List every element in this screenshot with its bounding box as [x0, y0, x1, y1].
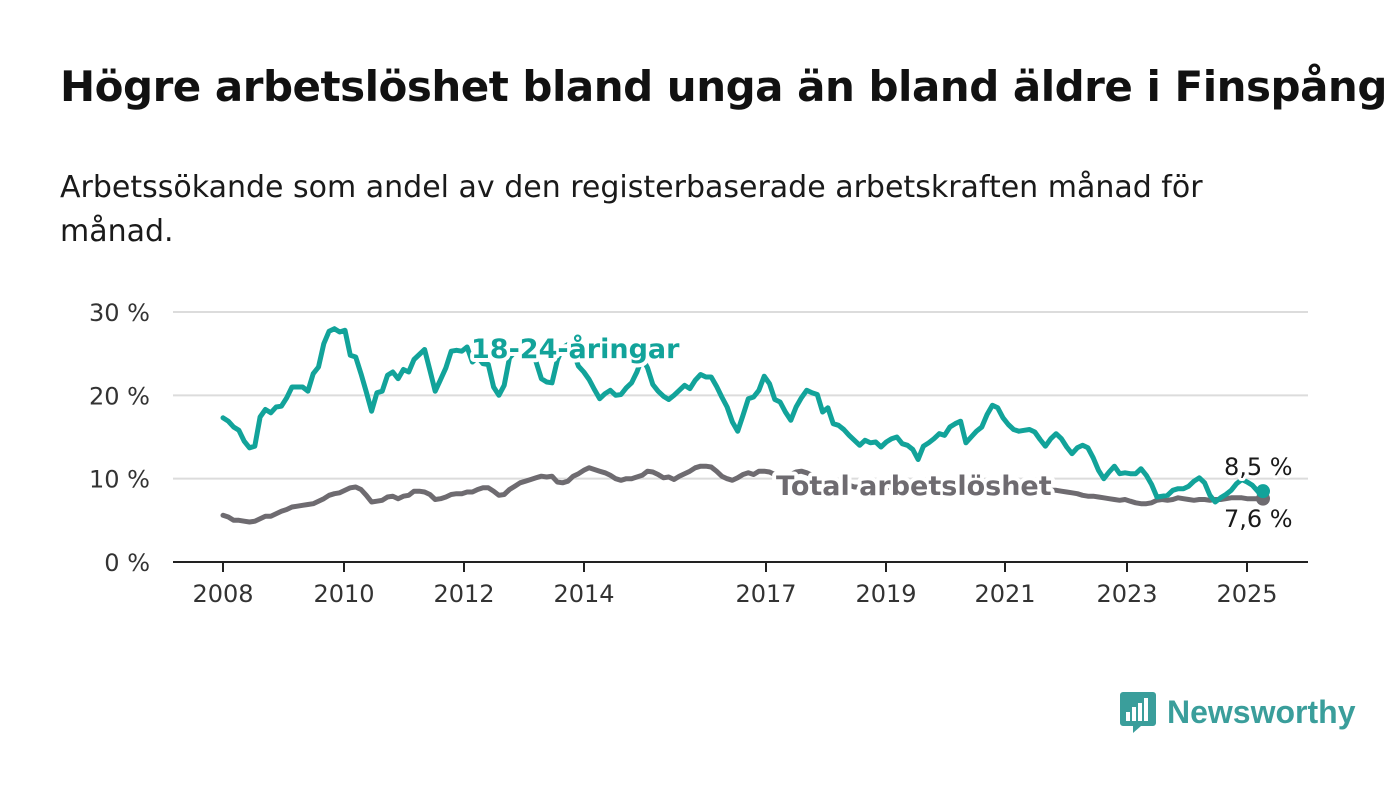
x-tick-label: 2023: [1096, 580, 1157, 608]
y-tick-label: 30 %: [89, 299, 150, 327]
chart-subtitle: Arbetssökande som andel av den registerb…: [60, 170, 1203, 249]
x-tick-label: 2012: [433, 580, 494, 608]
x-tick-label: 2010: [313, 580, 374, 608]
brand-name: Newsworthy: [1167, 693, 1356, 730]
x-tick-label: 2014: [553, 580, 614, 608]
x-tick-label: 2021: [974, 580, 1035, 608]
x-tick-label: 2019: [855, 580, 916, 608]
y-tick-label: 20 %: [89, 382, 150, 410]
end-label-total: 7,6 %: [1224, 505, 1293, 533]
x-axis: 2008 2010 2012 2014 2017 2019 2021 2023 2025: [192, 562, 1278, 608]
series-end-point: [1256, 484, 1270, 499]
y-axis: 0 % 10 % 20 % 30 %: [89, 299, 1308, 577]
newsworthy-chart-bubble-icon: [1120, 692, 1156, 733]
chart-title: Högre arbetslöshet bland unga än bland ä…: [60, 62, 1387, 111]
series-lines: [220, 326, 1270, 525]
series-label-total: Total arbetslöshet: [776, 471, 1052, 502]
series-line-total: [220, 463, 1266, 525]
series-line-youth: [220, 326, 1266, 505]
series-label-youth: 18-24-åringar: [471, 333, 680, 365]
x-tick-label: 2017: [735, 580, 796, 608]
y-tick-label: 0 %: [104, 549, 150, 577]
end-label-youth: 8,5 %: [1224, 453, 1293, 481]
x-tick-label: 2025: [1216, 580, 1277, 608]
series-labels: 18-24-åringar Total arbetslöshet 8,5 % 7,6 …: [467, 329, 1296, 536]
newsworthy-logo: Newsworthy: [1119, 690, 1355, 734]
x-tick-label: 2008: [192, 580, 253, 608]
gridlines: [173, 311, 1308, 480]
y-tick-label: 10 %: [89, 466, 150, 494]
